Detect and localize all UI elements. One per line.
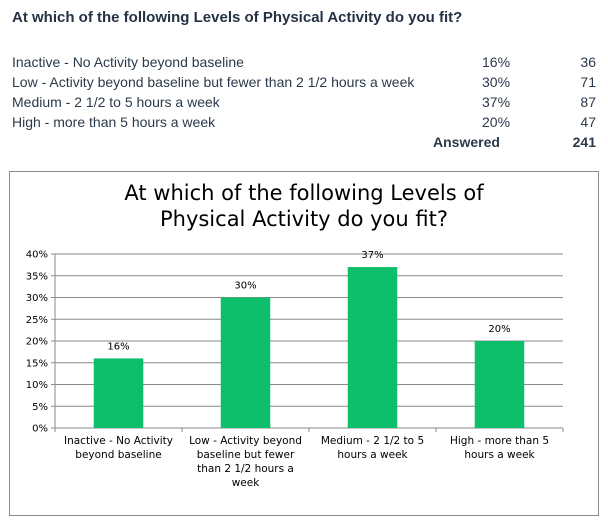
y-tick-label: 10% [26, 380, 48, 391]
result-count: 87 [580, 94, 596, 110]
chart-title-line: Physical Activity do you fit? [159, 207, 449, 231]
bar [347, 267, 398, 428]
y-tick-label: 25% [26, 315, 48, 326]
category-label: hours a week [464, 449, 535, 461]
data-label: 20% [488, 324, 510, 335]
result-row: High - more than 5 hours a week 20% 47 [12, 112, 596, 132]
category-label: Inactive - No Activity [64, 435, 173, 447]
y-tick-label: 20% [26, 337, 48, 348]
result-row: Low - Activity beyond baseline but fewer… [12, 72, 596, 92]
category-label: Medium - 2 1/2 to 5 [321, 435, 424, 447]
y-tick-label: 35% [26, 271, 48, 282]
category-label: hours a week [337, 449, 408, 461]
answered-row: Answered 241 [12, 132, 596, 152]
bar [220, 297, 271, 428]
y-tick-label: 15% [26, 358, 48, 369]
results-table: Inactive - No Activity beyond baseline 1… [12, 52, 596, 152]
bar [474, 341, 525, 428]
category-label: than 2 1/2 hours a [197, 463, 294, 475]
category-label: Low - Activity beyond [189, 435, 302, 447]
bar-chart: 0% 5% 10% 15% 20% 25% 30% 35% 40% 16% Inactive - N… [26, 250, 564, 489]
result-label: Medium - 2 1/2 to 5 hours a week [12, 94, 220, 110]
y-tick-label: 5% [32, 402, 48, 413]
category-label: High - more than 5 [450, 435, 549, 447]
category-label: baseline but fewer [197, 449, 295, 461]
y-tick-label: 0% [32, 424, 48, 435]
result-row: Medium - 2 1/2 to 5 hours a week 37% 87 [12, 92, 596, 112]
result-count: 71 [580, 74, 596, 90]
result-count: 47 [580, 114, 596, 130]
bar [93, 358, 144, 428]
chart-container: At which of the following Levels of Phys… [9, 171, 599, 516]
question-title: At which of the following Levels of Phys… [12, 9, 463, 26]
result-percent: 30% [482, 74, 511, 90]
y-tick-label: 40% [26, 250, 48, 261]
data-label: 30% [234, 281, 256, 292]
result-percent: 16% [482, 54, 511, 70]
result-percent: 37% [482, 94, 511, 110]
result-count: 36 [580, 54, 596, 70]
category-label: beyond baseline [75, 449, 161, 461]
chart-title-line: At which of the following Levels of [124, 181, 484, 205]
result-label: High - more than 5 hours a week [12, 114, 216, 130]
answered-label: Answered [433, 134, 500, 150]
answered-count: 241 [572, 134, 596, 150]
result-row: Inactive - No Activity beyond baseline 1… [12, 52, 596, 72]
result-label: Low - Activity beyond baseline but fewer… [12, 74, 415, 90]
data-label: 37% [361, 250, 383, 261]
result-percent: 20% [482, 114, 511, 130]
chart-title: At which of the following Levels of Phys… [10, 180, 598, 232]
category-label: week [232, 477, 261, 489]
result-label: Inactive - No Activity beyond baseline [12, 54, 244, 70]
data-label: 16% [107, 341, 129, 352]
y-tick-label: 30% [26, 293, 48, 304]
